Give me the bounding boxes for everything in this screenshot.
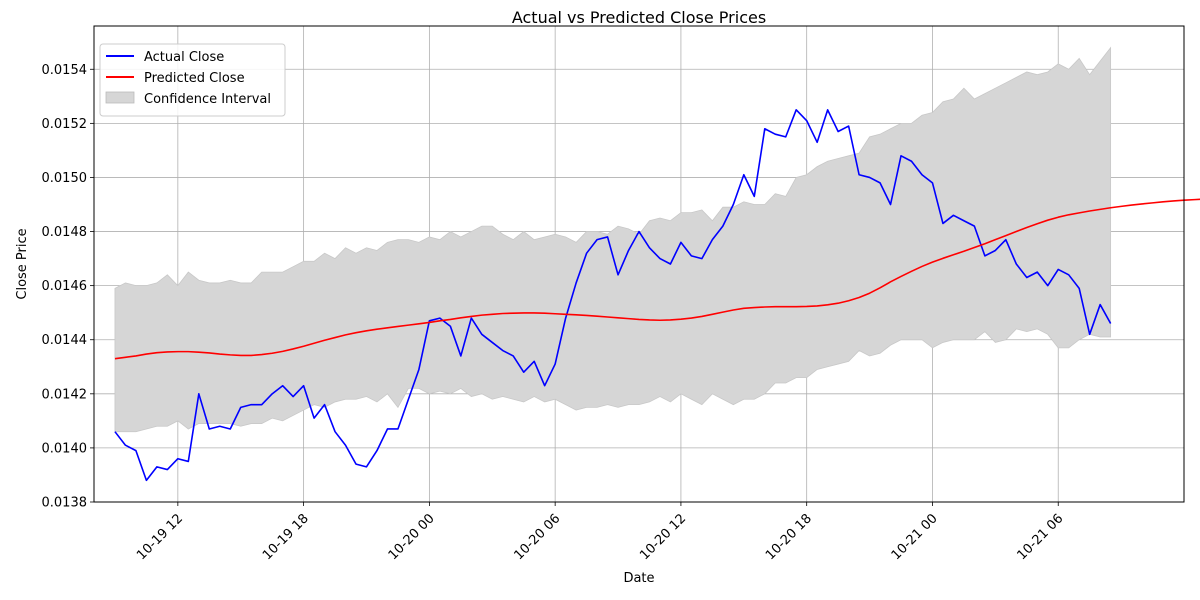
- y-tick-label: 0.0152: [42, 117, 88, 132]
- legend-box: [99, 43, 286, 117]
- y-tick-label: 0.0146: [42, 279, 88, 294]
- legend-label-predicted: Predicted Close: [144, 71, 245, 86]
- y-tick-label: 0.0140: [42, 441, 88, 456]
- y-tick-label: 0.0138: [42, 496, 88, 511]
- confidence-interval-band: [114, 46, 1112, 433]
- legend-label-confidence: Confidence Interval: [144, 92, 271, 107]
- y-axis-ticks: 0.0138 0.0140 0.0142 0.0144 0.0146 0.0148 0.01…: [42, 63, 94, 511]
- chart-title: Actual vs Predicted Close Prices: [512, 8, 766, 27]
- series-lines: [114, 109, 1200, 482]
- confidence-band-layer: [114, 46, 1112, 433]
- plot-frame: [93, 25, 1185, 503]
- legend-label-actual: Actual Close: [144, 50, 224, 65]
- y-tick-label: 0.0148: [42, 225, 88, 240]
- predicted-close-line: [114, 198, 1200, 360]
- y-tick-label: 0.0150: [42, 171, 88, 186]
- actual-close-line: [114, 109, 1112, 482]
- x-axis-label: Date: [623, 571, 654, 586]
- y-tick-label: 0.0144: [42, 333, 88, 348]
- y-tick-label: 0.0154: [42, 63, 88, 78]
- y-tick-label: 0.0142: [42, 387, 88, 402]
- legend-swatch-confidence: [105, 91, 135, 104]
- y-axis-label: Close Price: [15, 228, 30, 299]
- legend: Actual Close Predicted Close Confidence …: [99, 43, 286, 117]
